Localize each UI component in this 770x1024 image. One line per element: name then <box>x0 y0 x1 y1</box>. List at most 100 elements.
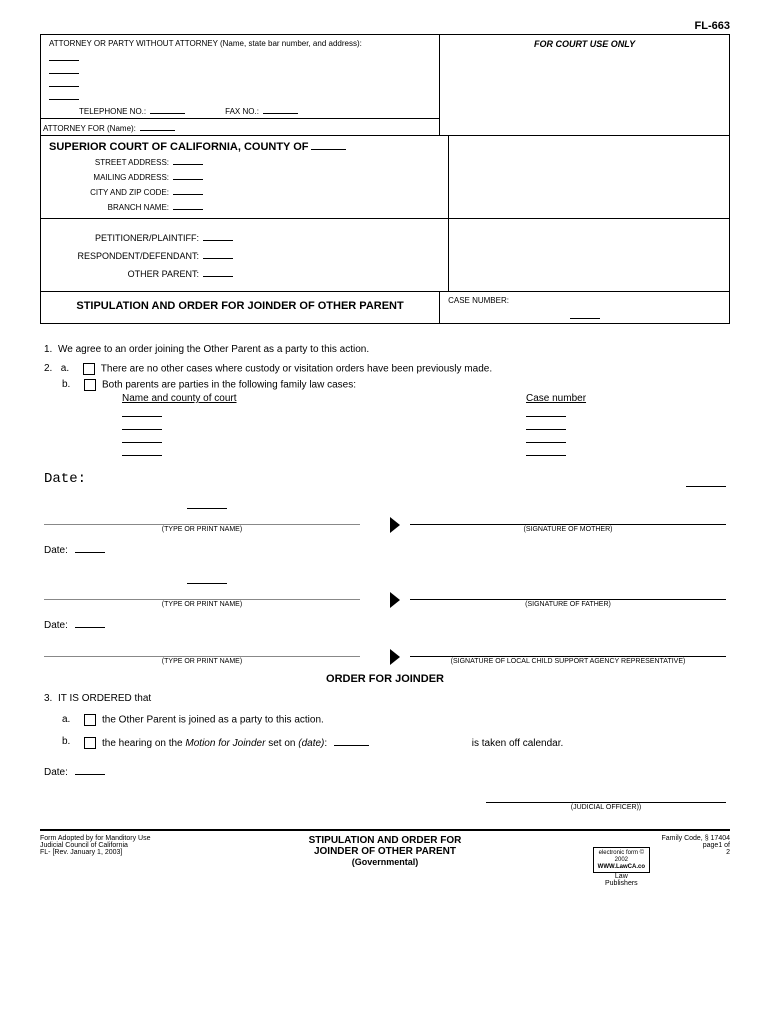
form-body: 1.We agree to an order joining the Other… <box>40 324 730 823</box>
case-2[interactable] <box>526 420 566 430</box>
date-label-3: Date: <box>44 620 68 631</box>
cityzip-input[interactable] <box>173 185 203 195</box>
print-name-3: (TYPE OR PRINT NAME) <box>44 656 360 665</box>
item-3b-italic: Motion for Joinder <box>185 738 265 749</box>
form-title: STIPULATION AND ORDER FOR JOINDER OF OTH… <box>41 292 440 323</box>
branch-label: BRANCH NAME: <box>49 203 169 212</box>
case-number-label: CASE NUMBER: <box>448 296 509 305</box>
print-name-2: (TYPE OR PRINT NAME) <box>44 599 360 608</box>
court-use-cell: FOR COURT USE ONLY <box>440 35 729 135</box>
item-3b-post: is taken off calendar. <box>472 738 564 749</box>
footer: Form Adopted by for Manditory Use Judici… <box>40 831 730 867</box>
title-row: STIPULATION AND ORDER FOR JOINDER OF OTH… <box>41 292 729 323</box>
item-3b-letter: b. <box>62 736 78 747</box>
attorney-row: ATTORNEY OR PARTY WITHOUT ATTORNEY (Name… <box>41 35 729 136</box>
telephone-input[interactable] <box>150 104 185 114</box>
street-input[interactable] <box>173 155 203 165</box>
item-3a-text: the Other Parent is joined as a party to… <box>102 715 324 726</box>
case-4[interactable] <box>526 446 566 456</box>
other-parent-label: OTHER PARENT: <box>49 269 199 279</box>
other-parent-input[interactable] <box>203 267 233 277</box>
branch-input[interactable] <box>173 200 203 210</box>
date-input-4[interactable] <box>75 765 105 775</box>
cityzip-label: CITY AND ZIP CODE: <box>49 188 169 197</box>
order-title: ORDER FOR JOINDER <box>44 673 726 685</box>
petitioner-label: PETITIONER/PLAINTIFF: <box>49 233 199 243</box>
respondent-label: RESPONDENT/DEFENDANT: <box>49 251 199 261</box>
item-3-num: 3. <box>44 693 58 704</box>
print-name-1: (TYPE OR PRINT NAME) <box>44 524 360 533</box>
checkbox-2b[interactable] <box>84 379 96 391</box>
court-right-empty <box>449 136 729 218</box>
date-label-4: Date: <box>44 767 68 778</box>
item-2a-letter: a. <box>61 363 77 374</box>
case-number-input[interactable] <box>570 309 600 319</box>
form-number: FL-663 <box>40 20 730 32</box>
sig-agency-line[interactable]: (SIGNATURE OF LOCAL CHILD SUPPORT AGENCY… <box>410 656 726 665</box>
sig-father-line[interactable]: (SIGNATURE OF FATHER) <box>410 599 726 608</box>
parties-right-empty <box>449 219 729 291</box>
court-2[interactable] <box>122 420 162 430</box>
item-2b-text: Both parents are parties in the followin… <box>102 380 356 391</box>
attorney-for-label: ATTORNEY FOR (Name): <box>43 124 136 133</box>
arrow-icon-2 <box>390 592 400 608</box>
attorney-label: ATTORNEY OR PARTY WITHOUT ATTORNEY (Name… <box>49 39 431 48</box>
respondent-input[interactable] <box>203 249 233 259</box>
item-3b-date-label: (date) <box>298 738 324 749</box>
parties-row: PETITIONER/PLAINTIFF: RESPONDENT/DEFENDA… <box>41 219 729 292</box>
date-mono-input[interactable] <box>686 471 726 487</box>
arrow-icon-3 <box>390 649 400 665</box>
date-input-2[interactable] <box>75 543 105 553</box>
sig-mother-line[interactable]: (SIGNATURE OF MOTHER) <box>410 524 726 533</box>
mailing-input[interactable] <box>173 170 203 180</box>
attorney-blank-4[interactable] <box>49 90 79 100</box>
attorney-blank-2[interactable] <box>49 64 79 74</box>
arrow-icon-1 <box>390 517 400 533</box>
item-1-text: We agree to an order joining the Other P… <box>58 344 369 355</box>
judicial-officer-line[interactable]: (JUDICIAL OFFICER)) <box>486 802 726 811</box>
county-input[interactable] <box>311 139 346 150</box>
parties-cell: PETITIONER/PLAINTIFF: RESPONDENT/DEFENDA… <box>41 219 449 291</box>
name-county-header: Name and county of court <box>122 393 237 404</box>
publisher-logo: electronic form © 2002 WWW.LawCA.co <box>593 847 650 873</box>
date-mono-row: Date: <box>44 471 726 487</box>
court-3[interactable] <box>122 433 162 443</box>
name-blank-1[interactable] <box>187 499 227 509</box>
telephone-label: TELEPHONE NO.: <box>79 107 146 116</box>
checkbox-2a[interactable] <box>83 363 95 375</box>
main-form-box: ATTORNEY OR PARTY WITHOUT ATTORNEY (Name… <box>40 34 730 324</box>
court-4[interactable] <box>122 446 162 456</box>
name-blank-2[interactable] <box>187 574 227 584</box>
court-title: SUPERIOR COURT OF CALIFORNIA, COUNTY OF <box>49 141 309 153</box>
court-cell: SUPERIOR COURT OF CALIFORNIA, COUNTY OF … <box>41 136 449 218</box>
attorney-cell: ATTORNEY OR PARTY WITHOUT ATTORNEY (Name… <box>41 35 440 135</box>
checkbox-3a[interactable] <box>84 714 96 726</box>
checkbox-3b[interactable] <box>84 737 96 749</box>
attorney-blank-1[interactable] <box>49 51 79 61</box>
footer-center: STIPULATION AND ORDER FOR JOINDER OF OTH… <box>243 835 527 867</box>
date-input-3[interactable] <box>75 618 105 628</box>
case-3[interactable] <box>526 433 566 443</box>
fax-input[interactable] <box>263 104 298 114</box>
street-label: STREET ADDRESS: <box>49 158 169 167</box>
item-2-num: 2. <box>44 363 58 374</box>
case-1[interactable] <box>526 407 566 417</box>
item-3-text: IT IS ORDERED that <box>58 693 151 704</box>
fax-label: FAX NO.: <box>225 107 259 116</box>
item-2a-text: There are no other cases where custody o… <box>101 364 492 375</box>
attorney-blank-3[interactable] <box>49 77 79 87</box>
item-3b-mid: set on <box>265 738 298 749</box>
court-row: SUPERIOR COURT OF CALIFORNIA, COUNTY OF … <box>41 136 729 219</box>
petitioner-input[interactable] <box>203 231 233 241</box>
attorney-for-input[interactable] <box>140 121 175 131</box>
case-number-cell: CASE NUMBER: <box>440 292 729 323</box>
date-mono-label: Date: <box>44 471 86 487</box>
item-1-num: 1. <box>44 344 58 355</box>
hearing-date-input[interactable] <box>334 736 369 746</box>
court-1[interactable] <box>122 407 162 417</box>
item-3a-letter: a. <box>62 714 78 725</box>
item-2b-letter: b. <box>62 379 78 390</box>
footer-left: Form Adopted by for Manditory Use Judici… <box>40 835 243 856</box>
footer-right: Family Code, § 17404 page1 of 2 electron… <box>527 835 730 856</box>
date-label-2: Date: <box>44 545 68 556</box>
